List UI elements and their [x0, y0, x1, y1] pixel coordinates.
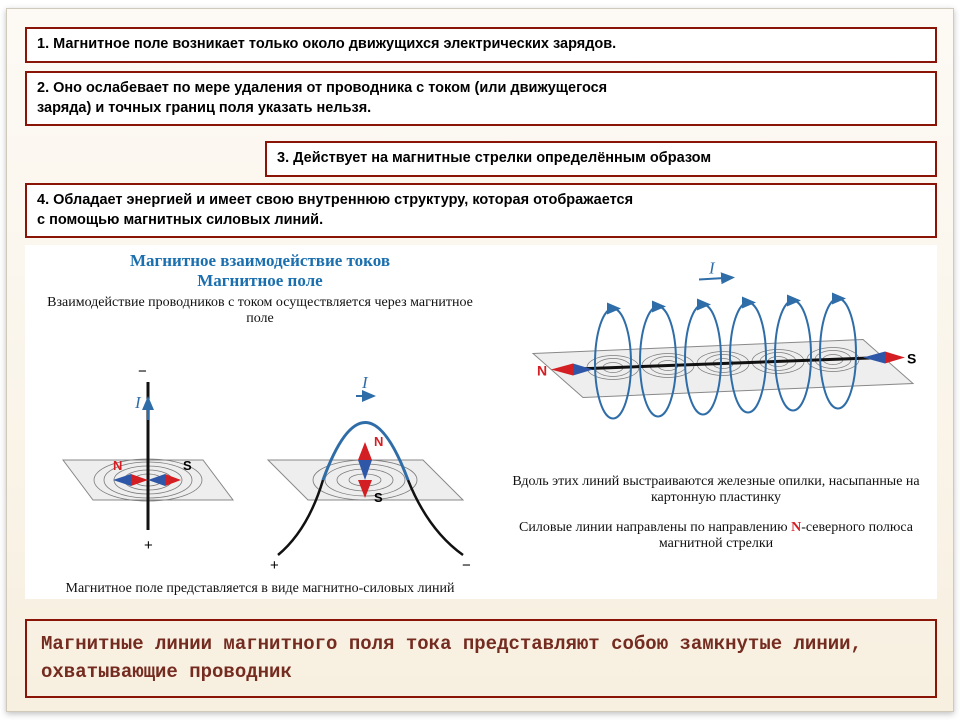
svg-text:N: N: [374, 434, 383, 449]
figL-title-1: Магнитное взаимодействие токов: [33, 251, 487, 271]
figL-caption: Магнитное поле представляется в виде маг…: [33, 581, 487, 597]
bottom-statement: Магнитные линии магнитного поля тока пре…: [25, 619, 937, 698]
svg-text:I: I: [361, 373, 369, 392]
figR-caption-1: Вдоль этих линий выстраиваются железные …: [503, 474, 929, 506]
figR-svg: I N S: [503, 251, 929, 456]
svg-text:N: N: [537, 363, 547, 379]
svg-text:I: I: [708, 259, 716, 278]
figR-caption-2: Силовые линии направлены по направлению …: [503, 520, 929, 552]
figure-right: I N S Вдоль этих линий выстраиваются жел…: [495, 245, 937, 599]
point-1-box: 1. Магнитное поле возникает только около…: [25, 27, 937, 63]
svg-text:S: S: [374, 490, 383, 505]
svg-text:S: S: [907, 351, 916, 367]
figL-subtitle: Взаимодействие проводников с током осуще…: [33, 295, 487, 327]
figR-drawing: I N S: [503, 251, 929, 456]
figR-cap2-pre: Силовые линии направлены по направлению: [519, 520, 791, 535]
svg-text:−: −: [138, 363, 147, 380]
figL-drawing: I − + N S: [33, 329, 487, 581]
point-2-box: 2. Оно ослабевает по мере удаления от пр…: [25, 71, 937, 126]
figL-svg: I − + N S: [33, 329, 487, 581]
figR-cap2-N: N: [791, 520, 801, 535]
svg-text:N: N: [113, 458, 122, 473]
slide: 1. Магнитное поле возникает только около…: [6, 8, 954, 712]
svg-text:I: I: [134, 393, 142, 412]
figures-panel: Магнитное взаимодействие токов Магнитное…: [25, 245, 937, 599]
point-3-box: 3. Действует на магнитные стрелки опреде…: [265, 141, 937, 177]
point-4-box: 4. Обладает энергией и имеет свою внутре…: [25, 183, 937, 238]
figure-left: Магнитное взаимодействие токов Магнитное…: [25, 245, 495, 599]
svg-text:+: +: [270, 557, 279, 574]
figL-title-2: Магнитное поле: [33, 271, 487, 291]
svg-text:S: S: [183, 458, 192, 473]
svg-text:−: −: [462, 557, 471, 574]
svg-text:+: +: [144, 537, 153, 554]
